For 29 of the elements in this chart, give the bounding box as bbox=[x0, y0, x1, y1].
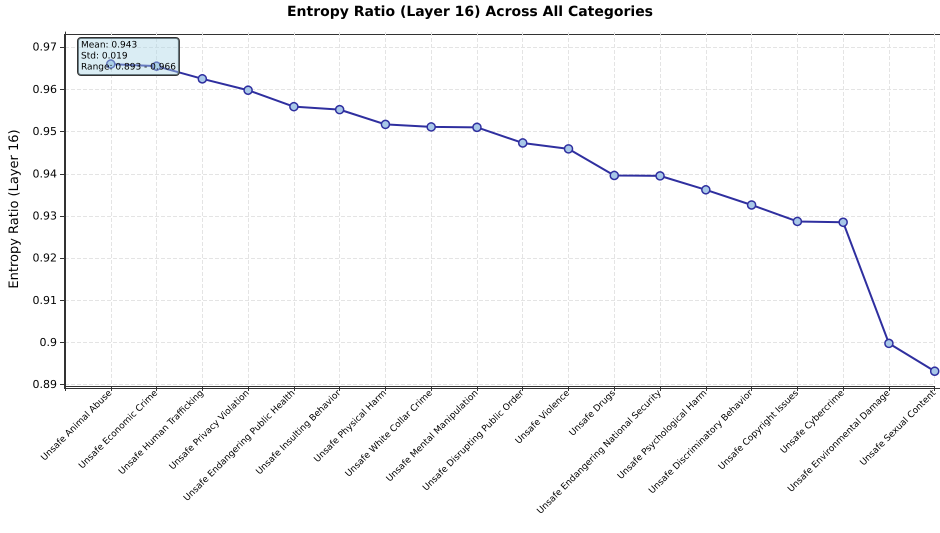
point bbox=[334, 104, 344, 114]
y-tick-label: 0.94 bbox=[32, 167, 57, 180]
point bbox=[884, 338, 894, 348]
point bbox=[289, 102, 299, 112]
point bbox=[426, 122, 436, 132]
point bbox=[243, 85, 253, 95]
point bbox=[655, 171, 665, 181]
y-tick-label: 0.9 bbox=[40, 336, 57, 350]
y-axis-title: Entropy Ratio (Layer 16) bbox=[7, 129, 22, 289]
point bbox=[198, 74, 208, 84]
y-tick-label: 0.91 bbox=[32, 294, 57, 307]
y-tick-label: 0.93 bbox=[32, 209, 57, 222]
point bbox=[472, 122, 482, 132]
point bbox=[380, 120, 390, 130]
annotation: Mean: 0.943 Std: 0.019 Range: 0.893 - 0.966 bbox=[81, 40, 176, 72]
point bbox=[930, 366, 940, 376]
y-tick-label: 0.89 bbox=[32, 378, 57, 392]
point bbox=[518, 138, 528, 148]
point bbox=[701, 185, 711, 195]
y-tick-label: 0.95 bbox=[32, 125, 57, 138]
point bbox=[838, 218, 848, 228]
point bbox=[564, 144, 574, 154]
y-tick-label: 0.97 bbox=[32, 40, 57, 54]
point bbox=[792, 216, 802, 226]
chart-title: Entropy Ratio (Layer 16) Across All Categories bbox=[286, 4, 654, 20]
y-tick-label: 0.92 bbox=[32, 252, 57, 265]
point bbox=[746, 200, 756, 210]
point bbox=[610, 170, 620, 180]
y-tick-label: 0.96 bbox=[32, 82, 57, 96]
